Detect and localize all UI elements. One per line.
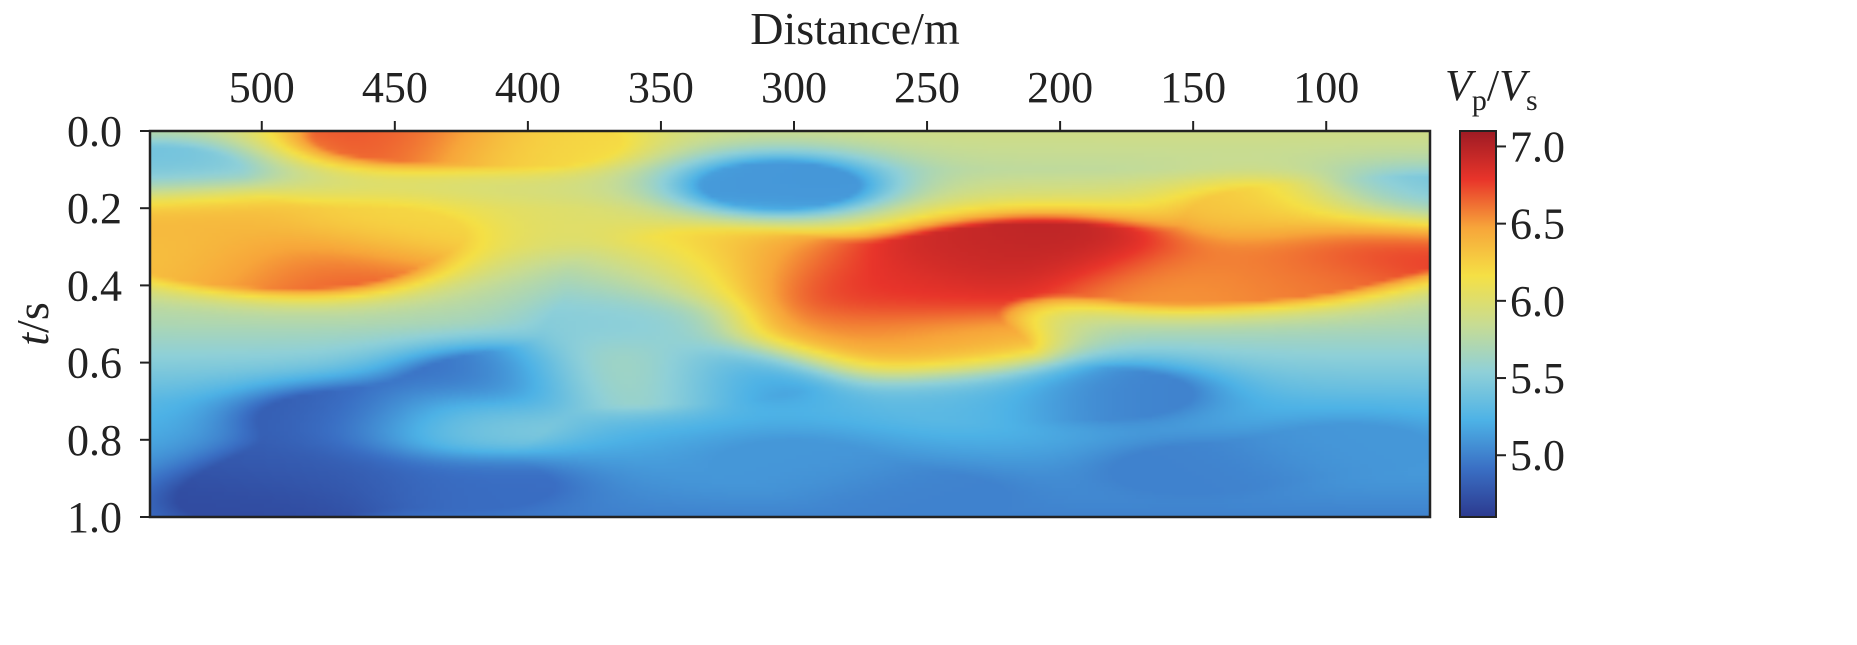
y-axis-unit: /s <box>7 302 58 333</box>
colorbar-tick-label: 7.0 <box>1510 122 1565 171</box>
colorbar-title-v1: V <box>1445 61 1477 110</box>
x-axis-title: Distance/m <box>750 3 960 54</box>
x-tick-label: 200 <box>1027 63 1093 112</box>
colorbar-title: Vp/Vs <box>1445 61 1538 117</box>
heatmap-area <box>150 131 1430 517</box>
y-tick-label: 0.8 <box>67 416 122 465</box>
x-tick-label: 350 <box>628 63 694 112</box>
colorbar-title-slash: / <box>1487 61 1500 110</box>
colorbar-title-sub1: p <box>1472 84 1487 117</box>
x-tick-label: 400 <box>495 63 561 112</box>
x-tick-label: 250 <box>894 63 960 112</box>
y-tick-label: 0.0 <box>67 107 122 156</box>
y-axis-title: t/s <box>7 302 58 345</box>
colorbar-tick-label: 5.5 <box>1510 354 1565 403</box>
colorbar: 7.0 6.5 6.0 5.5 5.0 Vp/Vs <box>1445 61 1565 518</box>
y-tick-label: 0.6 <box>67 339 122 388</box>
y-axis-variable: t <box>7 332 58 346</box>
colorbar-title-sub2: s <box>1526 84 1538 117</box>
colorbar-title-v2: V <box>1499 61 1531 110</box>
x-axis-ticks: 500 450 400 350 300 250 200 150 100 <box>229 63 1359 131</box>
colorbar-tick-label: 6.0 <box>1510 277 1565 326</box>
y-tick-label: 1.0 <box>67 493 122 542</box>
colorbar-tick-label: 5.0 <box>1510 431 1565 480</box>
colorbar-ticks: 7.0 6.5 6.0 5.5 5.0 <box>1496 122 1565 480</box>
y-tick-label: 0.2 <box>67 184 122 233</box>
x-tick-label: 100 <box>1293 63 1359 112</box>
x-tick-label: 150 <box>1160 63 1226 112</box>
x-tick-label: 500 <box>229 63 295 112</box>
x-tick-label: 300 <box>761 63 827 112</box>
y-tick-label: 0.4 <box>67 261 122 310</box>
x-tick-label: 450 <box>362 63 428 112</box>
colorbar-tick-label: 6.5 <box>1510 200 1565 249</box>
y-axis-ticks: 0.0 0.2 0.4 0.6 0.8 1.0 <box>67 107 150 542</box>
colorbar-ramp <box>1459 130 1497 518</box>
plot-frame <box>148 129 1432 519</box>
